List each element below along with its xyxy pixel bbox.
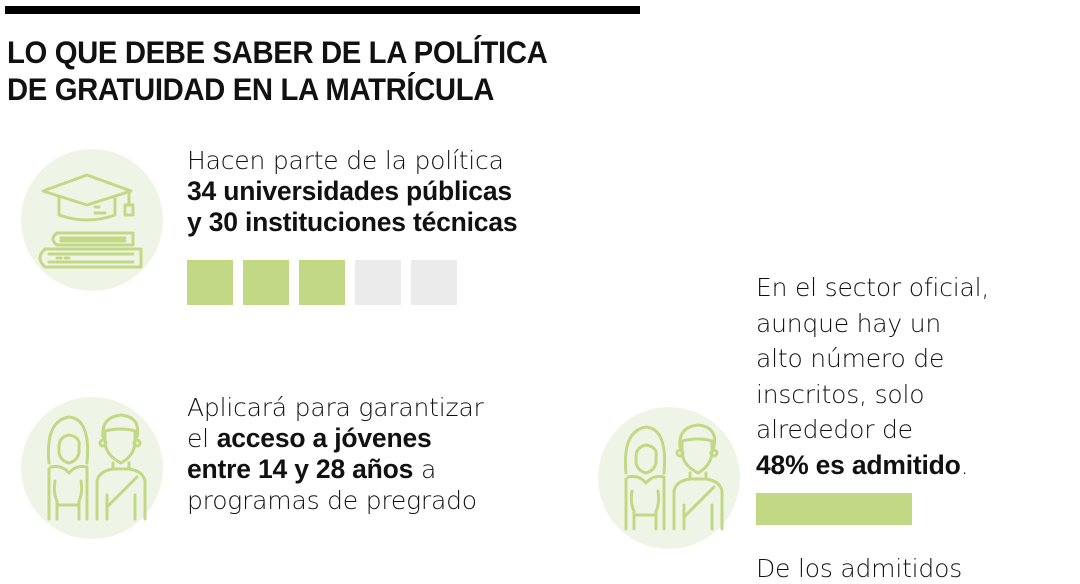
title-line-1: LO QUE DEBE SABER DE LA POLÍTICA (7, 34, 548, 70)
fact-3-line-3: alto número de (756, 344, 945, 373)
icon-circle-graduation (21, 149, 163, 291)
icon-circle-youth (21, 397, 163, 539)
fact-admission-rate: En el sector oficial, aunque hay un alto… (756, 270, 989, 483)
fact-3-line-5: alrededor de (756, 415, 913, 444)
square-filled (299, 260, 345, 305)
fact-1-line-1: Hacen parte de la política (187, 146, 504, 175)
square-filled (187, 260, 233, 305)
fact-1-line-3: y 30 instituciones técnicas (187, 207, 518, 237)
page-title: LO QUE DEBE SABER DE LA POLÍTICA DE GRAT… (7, 34, 548, 108)
graduation-cap-books-icon (38, 173, 143, 269)
fact-2-line-3-bold: entre 14 y 28 años (187, 454, 414, 484)
square-filled (243, 260, 289, 305)
young-people-icon (46, 413, 147, 521)
fact-2-line-2-prefix: el (187, 424, 217, 453)
fact-2-line-3-suffix: a (413, 455, 437, 484)
square-empty (355, 260, 401, 305)
fact-age-range: Aplicará para garantizar el acceso a jóv… (187, 392, 484, 516)
icon-circle-admissions (598, 407, 740, 549)
top-rule (5, 6, 640, 14)
fact-2-line-1: Aplicará para garantizar (187, 393, 484, 422)
admission-rate-bar (756, 493, 912, 525)
fact-universities: Hacen parte de la política 34 universida… (187, 145, 518, 238)
fact-1-line-2: 34 universidades públicas (187, 176, 512, 206)
institutions-squares (187, 260, 457, 305)
fact-next-partial: De los admitidos (756, 554, 963, 583)
fact-2-line-4: programas de pregrado (187, 486, 477, 515)
young-people-icon (623, 423, 724, 531)
fact-3-line-4: inscritos, solo (756, 379, 925, 409)
title-line-2: DE GRATUIDAD EN LA MATRÍCULA (7, 71, 495, 107)
fact-3-line-6-suffix: . (960, 450, 969, 480)
fact-2-line-2-bold: acceso a jóvenes (216, 423, 432, 453)
fact-3-line-2: aunque hay un (756, 308, 942, 338)
fact-3-line-6-bold: 48% es admitido (756, 449, 961, 480)
fact-3-line-1: En el sector oficial, (756, 273, 990, 302)
square-empty (411, 260, 457, 305)
